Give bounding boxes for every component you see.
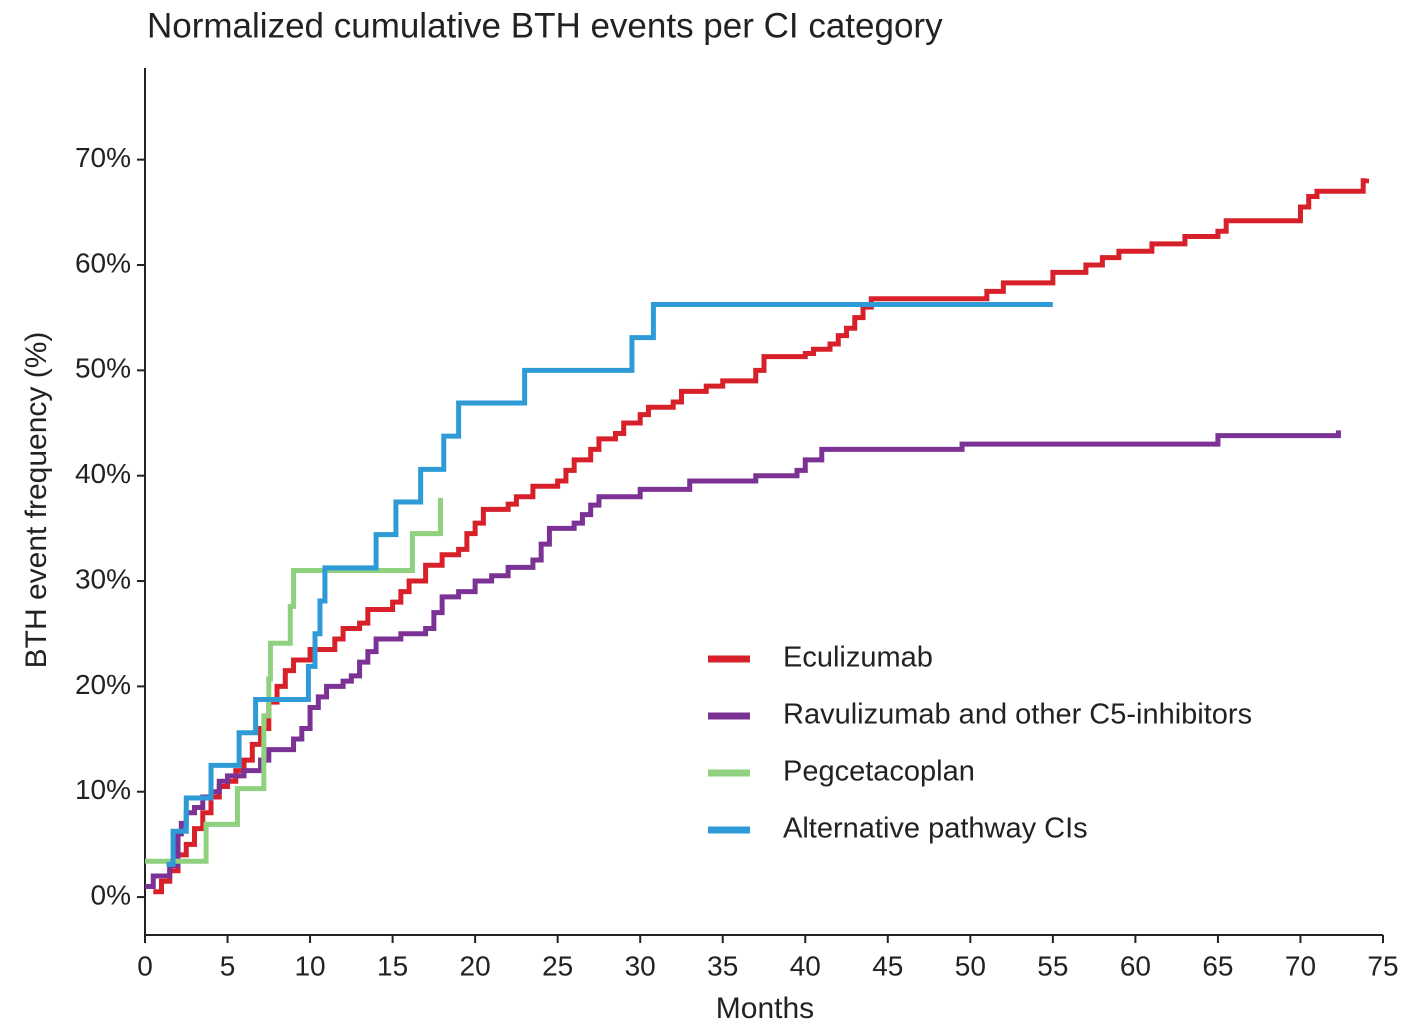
x-tick-label: 35 (707, 950, 738, 981)
y-tick-label: 60% (75, 247, 131, 278)
series-line (145, 497, 443, 864)
y-tick-label: 40% (75, 458, 131, 489)
x-tick-label: 0 (137, 950, 153, 981)
x-tick-label: 65 (1202, 950, 1233, 981)
x-tick-label: 20 (460, 950, 491, 981)
x-tick-label: 10 (294, 950, 325, 981)
series-line (153, 178, 1369, 895)
legend-label: Pegcetacoplan (783, 756, 975, 788)
legend-label: Alternative pathway CIs (783, 813, 1088, 845)
y-tick-label: 70% (75, 142, 131, 173)
x-tick-label: 75 (1367, 950, 1398, 981)
x-tick-label: 60 (1120, 950, 1151, 981)
y-tick-label: 20% (75, 669, 131, 700)
legend-label: Eculizumab (783, 642, 933, 674)
x-axis-title: Months (716, 992, 814, 1024)
x-tick-label: 50 (955, 950, 986, 981)
x-tick-label: 70 (1285, 950, 1316, 981)
chart-title: Normalized cumulative BTH events per CI … (147, 6, 943, 45)
legend-label: Ravulizumab and other C5-inhibitors (783, 699, 1252, 731)
x-tick-label: 30 (625, 950, 656, 981)
y-axis-title: BTH event frequency (%) (20, 332, 53, 669)
x-tick-label: 45 (872, 950, 903, 981)
x-tick-label: 5 (220, 950, 236, 981)
x-tick-label: 25 (542, 950, 573, 981)
y-tick-label: 10% (75, 774, 131, 805)
x-tick-label: 55 (1037, 950, 1068, 981)
x-tick-label: 40 (790, 950, 821, 981)
y-tick-label: 0% (91, 879, 131, 910)
x-tick-label: 15 (377, 950, 408, 981)
y-tick-label: 50% (75, 353, 131, 384)
series-line (166, 302, 1053, 867)
y-tick-label: 30% (75, 563, 131, 594)
